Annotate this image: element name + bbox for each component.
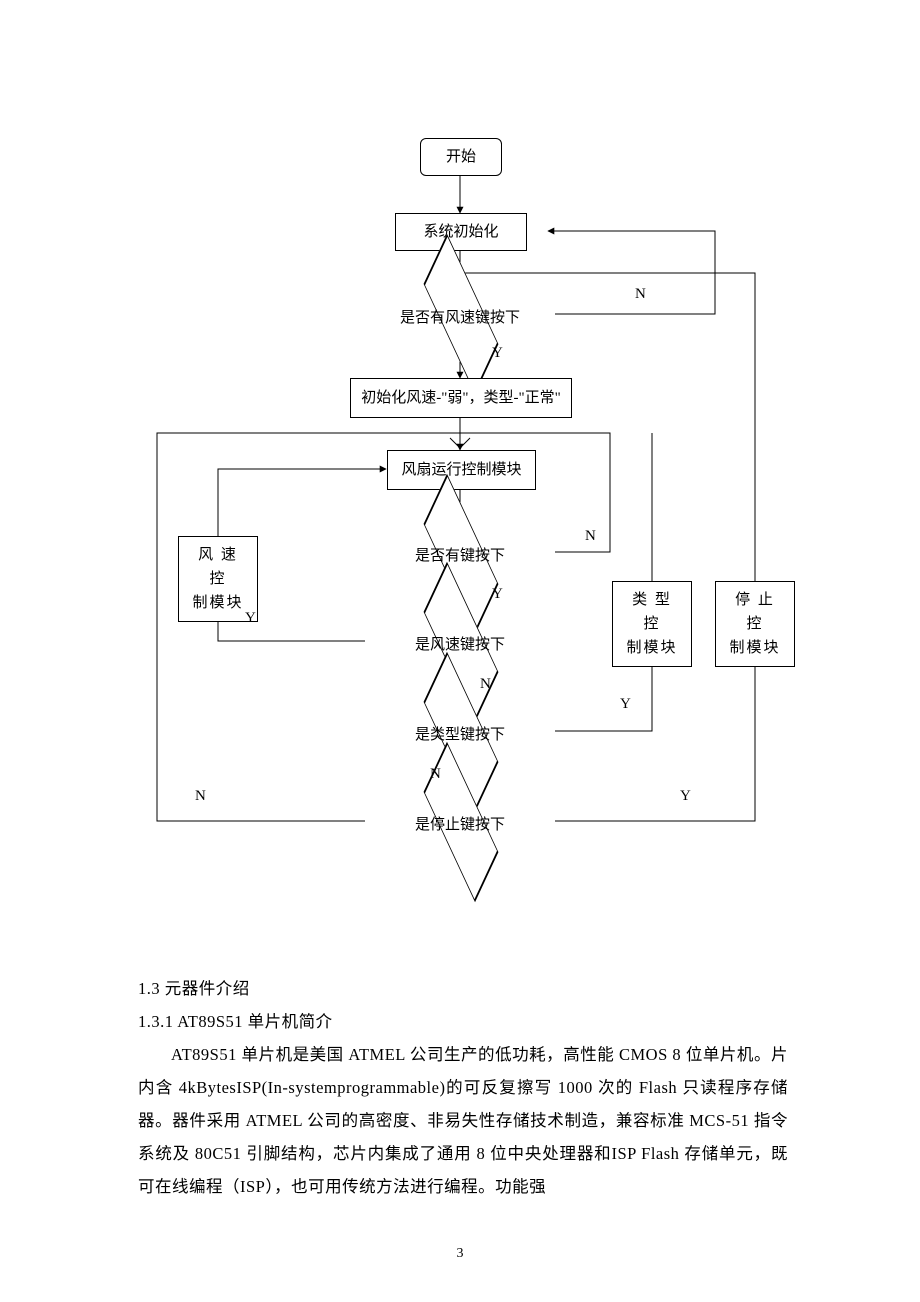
label-d3-yes: Y: [245, 610, 256, 627]
node-initfan: 初始化风速-"弱"，类型-"正常": [350, 378, 572, 418]
label-d3-no: N: [480, 676, 491, 693]
node-d1: [424, 234, 499, 394]
node-mod: 风扇运行控制模块: [387, 450, 536, 490]
page-number: 3: [0, 1246, 920, 1262]
node-init-label: 系统初始化: [423, 222, 498, 243]
node-mod-label: 风扇运行控制模块: [401, 460, 521, 481]
label-d2-yes: Y: [492, 586, 503, 603]
node-sideC: 停 止 控 制模块: [715, 581, 795, 667]
heading-1-3-1: 1.3.1 AT89S51 单片机简介: [138, 1005, 788, 1038]
node-sideA-label: 风 速 控 制模块: [192, 547, 243, 611]
node-sideC-label: 停 止 控 制模块: [729, 592, 780, 656]
node-init: 系统初始化: [395, 213, 527, 251]
node-sideB-label: 类 型 控 制模块: [626, 592, 677, 656]
heading-1-3: 1.3 元器件介绍: [138, 972, 788, 1005]
label-d5-yes: Y: [680, 788, 691, 805]
label-d4-no: N: [430, 766, 441, 783]
node-sideB: 类 型 控 制模块: [612, 581, 692, 667]
label-d5-no: N: [195, 788, 206, 805]
node-initfan-label: 初始化风速-"弱"，类型-"正常": [361, 388, 560, 409]
node-start-label: 开始: [446, 147, 476, 168]
label-d1-no: N: [635, 286, 646, 303]
label-d2-no: N: [585, 528, 596, 545]
paragraph-at89s51: AT89S51 单片机是美国 ATMEL 公司生产的低功耗，高性能 CMOS 8…: [138, 1038, 788, 1203]
label-d1-yes: Y: [492, 345, 503, 362]
label-d4-yes: Y: [620, 696, 631, 713]
flowchart: 开始 系统初始化 是否有风速键按下 初始化风速-"弱"，类型-"正常" 风扇运行…: [140, 138, 850, 938]
node-start: 开始: [420, 138, 502, 176]
